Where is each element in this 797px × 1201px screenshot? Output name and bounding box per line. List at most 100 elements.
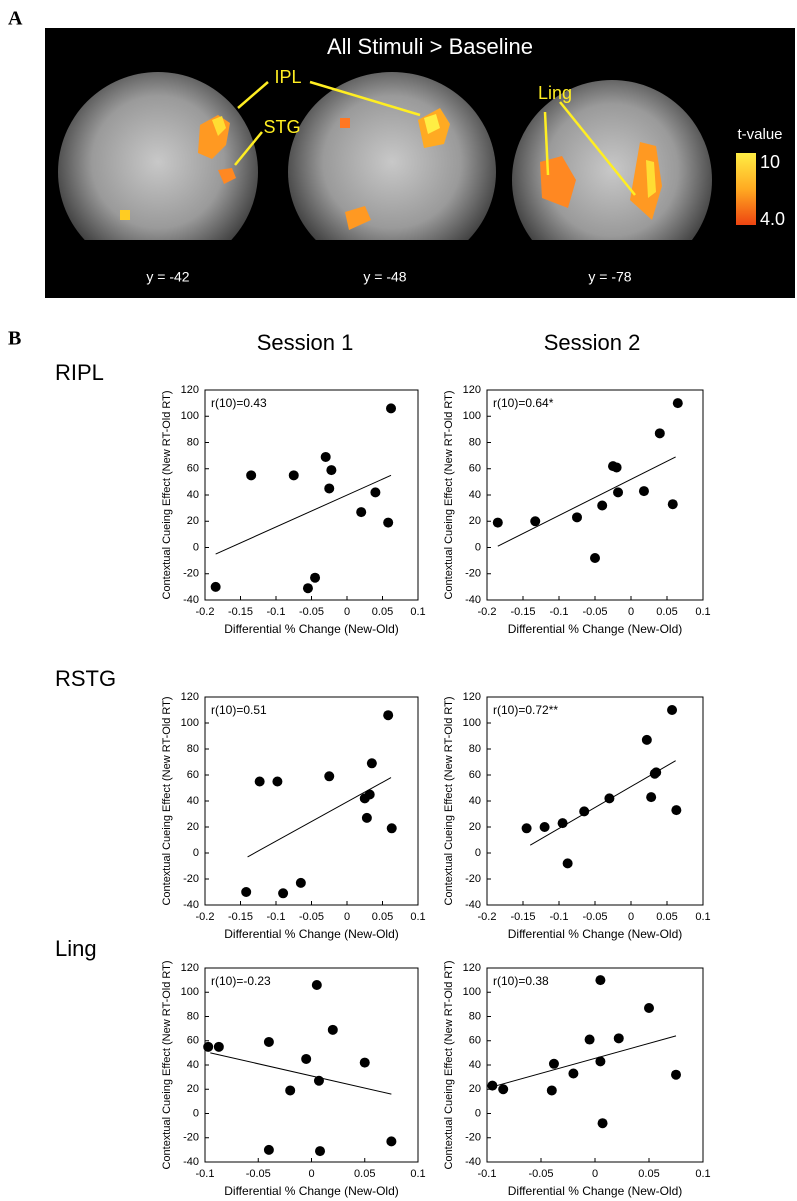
y-tick-label: 100: [463, 410, 481, 422]
colorbar-title: t-value: [737, 126, 782, 143]
point: [367, 758, 377, 768]
point: [613, 487, 623, 497]
session-title: Session 1: [257, 330, 354, 355]
point: [246, 470, 256, 480]
x-tick-label: -0.05: [528, 1168, 553, 1180]
x-axis-label: Differential % Change (New-Old): [508, 622, 683, 636]
y-tick-label: 0: [475, 847, 481, 859]
plot-frame: [205, 390, 418, 600]
x-tick-label: 0.05: [372, 606, 393, 618]
point: [612, 462, 622, 472]
point: [585, 1035, 595, 1045]
x-tick-label: 0: [628, 911, 634, 923]
point: [360, 1058, 370, 1068]
fit-line: [498, 457, 676, 546]
point: [312, 980, 322, 990]
x-tick-label: 0: [308, 1168, 314, 1180]
point: [646, 792, 656, 802]
region-label: Ling: [538, 83, 572, 103]
point: [595, 1056, 605, 1066]
point: [498, 1084, 508, 1094]
y-tick-label: 80: [187, 436, 199, 448]
point: [655, 428, 665, 438]
y-tick-label: -40: [465, 1156, 481, 1168]
fit-line: [492, 1036, 676, 1087]
y-tick-label: 100: [463, 986, 481, 998]
y-tick-label: 20: [469, 821, 481, 833]
x-axis-label: Differential % Change (New-Old): [224, 622, 399, 636]
point: [324, 483, 334, 493]
x-tick-label: -0.1: [550, 911, 569, 923]
point: [211, 582, 221, 592]
region-label: STG: [263, 117, 300, 137]
slice-label: y = -78: [588, 269, 631, 285]
x-axis-label: Differential % Change (New-Old): [224, 1184, 399, 1198]
y-tick-label: 80: [469, 436, 481, 448]
plot-frame: [205, 968, 418, 1162]
y-tick-label: 80: [187, 743, 199, 755]
annotation: r(10)=0.72**: [493, 703, 558, 717]
x-tick-label: -0.2: [478, 606, 497, 618]
point: [203, 1042, 213, 1052]
x-tick-label: -0.1: [196, 1168, 215, 1180]
activation: [340, 118, 350, 128]
x-tick-label: -0.2: [196, 606, 215, 618]
point: [590, 553, 600, 563]
point: [595, 975, 605, 985]
point: [487, 1081, 497, 1091]
slice-label: y = -48: [363, 269, 406, 285]
point: [671, 805, 681, 815]
y-tick-label: 0: [193, 1107, 199, 1119]
x-tick-label: 0.05: [656, 606, 677, 618]
y-tick-label: 60: [469, 769, 481, 781]
x-tick-label: -0.2: [196, 911, 215, 923]
x-tick-label: -0.15: [510, 911, 535, 923]
y-tick-label: 0: [193, 541, 199, 553]
colorbar-label: 10: [760, 152, 780, 172]
point: [642, 735, 652, 745]
y-tick-label: 80: [469, 1010, 481, 1022]
activation: [120, 210, 130, 220]
y-tick-label: 80: [187, 1010, 199, 1022]
annotation: r(10)=0.38: [493, 974, 549, 988]
y-tick-label: 100: [463, 717, 481, 729]
row-label: RSTG: [55, 666, 116, 691]
x-tick-label: 0: [344, 606, 350, 618]
plot-frame: [487, 390, 703, 600]
y-tick-label: 60: [469, 463, 481, 475]
row-label: Ling: [55, 936, 97, 961]
plot-frame: [205, 697, 418, 905]
x-tick-label: -0.05: [582, 911, 607, 923]
region-label: IPL: [274, 67, 301, 87]
point: [214, 1042, 224, 1052]
y-axis-label: Contextual Cueing Effect (New RT-Old RT): [161, 960, 173, 1169]
y-tick-label: 120: [463, 962, 481, 974]
point: [241, 887, 251, 897]
y-tick-label: -20: [465, 873, 481, 885]
y-tick-label: 20: [187, 821, 199, 833]
x-tick-label: -0.15: [228, 911, 253, 923]
figure: A All Stimuli > Baseline IPL STG Ling y …: [0, 0, 797, 1201]
y-tick-label: -40: [465, 899, 481, 911]
point: [301, 1054, 311, 1064]
point: [614, 1033, 624, 1043]
annotation: r(10)=0.64*: [493, 396, 554, 410]
x-tick-label: 0.1: [410, 911, 425, 923]
y-tick-label: -20: [183, 1132, 199, 1144]
x-axis-label: Differential % Change (New-Old): [508, 927, 683, 941]
point: [493, 518, 503, 528]
y-tick-label: 20: [187, 1083, 199, 1095]
point: [572, 512, 582, 522]
x-tick-label: 0.05: [354, 1168, 375, 1180]
y-tick-label: 120: [181, 691, 199, 703]
x-tick-label: -0.05: [299, 911, 324, 923]
point: [362, 813, 372, 823]
point: [324, 771, 334, 781]
y-tick-label: 80: [469, 743, 481, 755]
annotation: r(10)=-0.23: [211, 974, 271, 988]
y-tick-label: 120: [181, 962, 199, 974]
point: [314, 1076, 324, 1086]
x-tick-label: 0.05: [656, 911, 677, 923]
y-axis-label: Contextual Cueing Effect (New RT-Old RT): [443, 696, 455, 905]
y-tick-label: -40: [183, 1156, 199, 1168]
